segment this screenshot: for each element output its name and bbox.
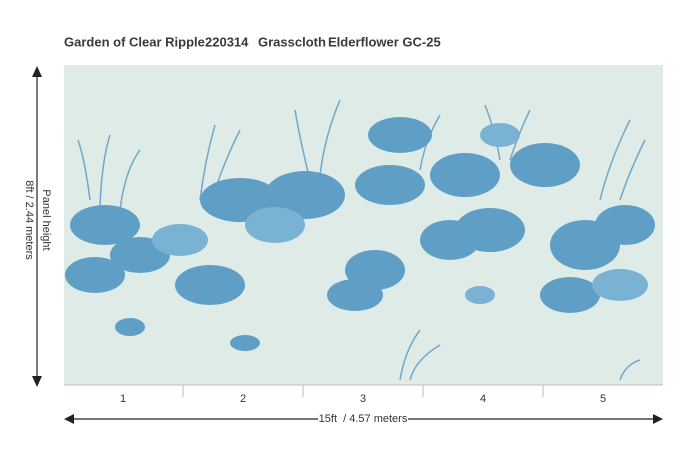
height-arrow: Panel height 8ft / 2.44 meters	[23, 66, 52, 387]
title: Garden of Clear Ripple	[64, 34, 205, 49]
height-title: Panel height	[40, 189, 52, 250]
material: Grasscloth	[258, 34, 326, 49]
width-arrow: 15ft / 4.57 meters	[64, 411, 663, 427]
mural	[64, 65, 663, 385]
height-label: 8ft / 2.44 meters	[23, 180, 35, 260]
panel-number: 5	[600, 393, 606, 405]
panel-row: 1 2 3 4 5	[64, 384, 663, 405]
width-label: 15ft / 4.57 meters	[319, 413, 408, 425]
panel-number: 4	[480, 393, 486, 405]
code: 220314	[205, 34, 249, 49]
colorway: Elderflower GC-25	[328, 34, 441, 49]
panel-number: 1	[120, 393, 126, 405]
panel-number: 2	[240, 393, 246, 405]
panel-number: 3	[360, 393, 366, 405]
